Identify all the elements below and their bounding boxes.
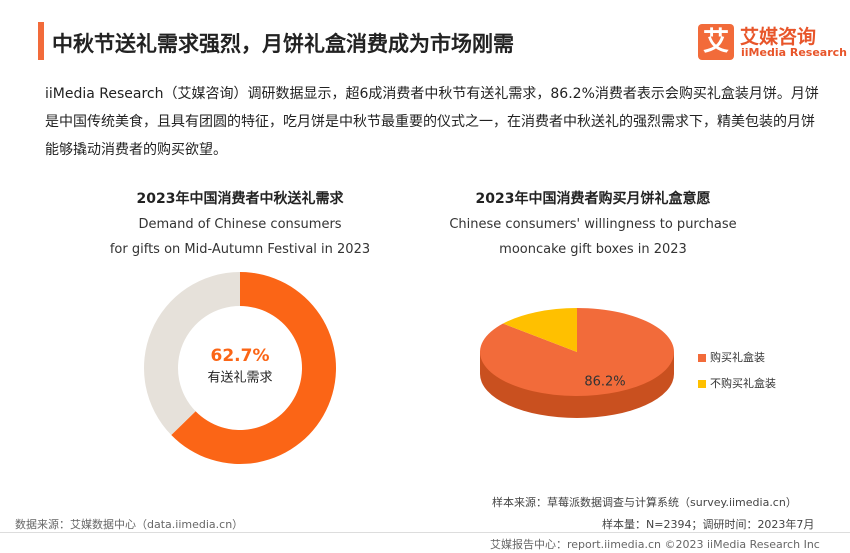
legend-swatch bbox=[698, 354, 706, 362]
donut-segment bbox=[144, 272, 240, 436]
chart-subtitle: for gifts on Mid-Autumn Festival in 2023 bbox=[109, 242, 371, 257]
center-value: 62.7% bbox=[211, 346, 270, 366]
logo-icon: 艾 bbox=[698, 24, 734, 60]
chart-subtitle: Demand of Chinese consumers bbox=[138, 217, 342, 232]
data-source: 数据来源：艾媒数据中心（data.iimedia.cn） bbox=[15, 518, 244, 531]
report-center: 艾媒报告中心：report.iimedia.cn ©2023 iiMedia R… bbox=[490, 538, 820, 551]
footer-line bbox=[0, 532, 850, 533]
logo-english: iiMedia Research bbox=[741, 46, 847, 59]
pie-slice bbox=[480, 307, 675, 396]
page-title: 中秋节送礼需求强烈，月饼礼盒消费成为市场刚需 bbox=[52, 32, 514, 56]
title-bar bbox=[38, 22, 44, 60]
legend-label: 购买礼盒装 bbox=[710, 350, 765, 364]
sample-size: 样本量：N=2394；调研时间：2023年7月 bbox=[602, 518, 815, 531]
legend-swatch bbox=[698, 380, 706, 388]
donut-segment bbox=[171, 272, 336, 465]
chart-title: 2023年中国消费者中秋送礼需求 bbox=[136, 191, 344, 207]
chart-title: 2023年中国消费者购买月饼礼盒意愿 bbox=[475, 191, 711, 207]
pie-slice bbox=[503, 308, 577, 352]
logo-name: 艾媒咨询 bbox=[740, 26, 817, 48]
chart-subtitle: mooncake gift boxes in 2023 bbox=[499, 242, 687, 257]
sample-source: 样本来源：草莓派数据调查与计算系统（survey.iimedia.cn） bbox=[492, 496, 797, 509]
data-label: 86.2% bbox=[584, 375, 625, 390]
center-label: 有送礼需求 bbox=[207, 370, 272, 386]
chart-subtitle: Chinese consumers' willingness to purcha… bbox=[449, 217, 737, 232]
legend-label: 不购买礼盒装 bbox=[710, 376, 776, 390]
paragraph: iiMedia Research（艾媒咨询）调研数据显示，超6成消费者中秋节有送… bbox=[45, 86, 819, 158]
